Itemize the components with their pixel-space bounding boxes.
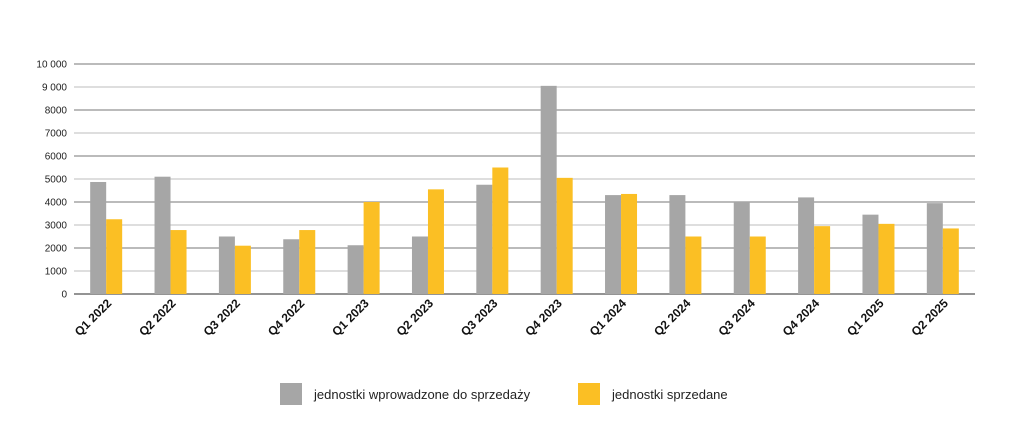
y-tick-label: 3000 bbox=[45, 221, 68, 232]
x-tick-label: Q1 2023 bbox=[329, 296, 372, 339]
y-tick-label: 10 000 bbox=[36, 60, 67, 71]
y-tick-label: 6000 bbox=[45, 152, 68, 163]
bar-sold bbox=[749, 236, 766, 294]
bar-sold bbox=[556, 177, 573, 294]
x-tick-label: Q4 2024 bbox=[780, 296, 823, 339]
bar-sold bbox=[492, 167, 509, 294]
bar-introduced bbox=[733, 202, 750, 294]
y-tick-label: 7000 bbox=[45, 129, 68, 140]
bar-sold bbox=[878, 223, 895, 294]
x-tick-label: Q3 2022 bbox=[201, 296, 244, 339]
bar-sold bbox=[942, 228, 959, 294]
bar-introduced bbox=[605, 195, 622, 294]
bar-sold bbox=[427, 189, 444, 294]
bar-sold bbox=[621, 193, 638, 294]
bar-introduced bbox=[347, 245, 364, 294]
legend-label-sold: jednostki sprzedane bbox=[612, 386, 728, 402]
legend-item-sold: jednostki sprzedane bbox=[578, 383, 728, 405]
bar-sold bbox=[814, 226, 831, 294]
bar-introduced bbox=[798, 197, 815, 294]
x-tick-label: Q1 2022 bbox=[72, 296, 115, 339]
x-tick-label: Q2 2024 bbox=[651, 296, 694, 339]
y-tick-label: 2000 bbox=[45, 244, 68, 255]
x-axis-ticks: Q1 2022 Q2 2022 Q3 2022 Q4 2022 Q1 2023 Q2 20… bbox=[72, 296, 951, 339]
bar-introduced bbox=[926, 203, 943, 294]
bar-introduced bbox=[669, 195, 686, 294]
x-tick-label: Q4 2022 bbox=[265, 296, 308, 339]
y-tick-label: 5000 bbox=[45, 175, 68, 186]
bar-introduced bbox=[90, 181, 107, 294]
bar-introduced bbox=[218, 236, 235, 294]
legend-swatch-gray bbox=[280, 383, 302, 405]
y-tick-label: 9 000 bbox=[42, 83, 67, 94]
bar-introduced bbox=[862, 214, 879, 294]
legend-swatch-yellow bbox=[578, 383, 600, 405]
bar-sold bbox=[299, 230, 316, 294]
bar-introduced bbox=[540, 85, 557, 294]
x-tick-label: Q1 2025 bbox=[844, 296, 887, 339]
y-tick-label: 4000 bbox=[45, 198, 68, 209]
x-tick-label: Q1 2024 bbox=[587, 296, 630, 339]
bar-chart: 0 1000 2000 3000 4000 5000 6000 7000 8000 9 000 10… bbox=[36, 60, 975, 339]
bar-introduced bbox=[476, 184, 493, 294]
grid-lines bbox=[74, 63, 975, 295]
legend-label-introduced: jednostki wprowadzone do sprzedaży bbox=[314, 386, 531, 402]
bar-sold bbox=[170, 230, 187, 294]
x-tick-label: Q4 2023 bbox=[522, 296, 565, 339]
legend-item-introduced: jednostki wprowadzone do sprzedaży bbox=[280, 383, 530, 405]
y-tick-label: 1000 bbox=[45, 267, 68, 278]
legend: jednostki wprowadzone do sprzedaży jedno… bbox=[0, 383, 1024, 409]
bar-introduced bbox=[154, 176, 171, 294]
y-tick-label: 0 bbox=[61, 290, 67, 301]
y-tick-label: 8000 bbox=[45, 106, 68, 117]
bar-introduced bbox=[411, 236, 428, 294]
x-tick-label: Q2 2022 bbox=[136, 296, 179, 339]
x-tick-label: Q2 2023 bbox=[394, 296, 437, 339]
bar-sold bbox=[234, 245, 251, 294]
x-tick-label: Q3 2024 bbox=[715, 296, 758, 339]
bar-sold bbox=[685, 236, 702, 294]
x-tick-label: Q3 2023 bbox=[458, 296, 501, 339]
bar-introduced bbox=[283, 239, 300, 294]
x-tick-label: Q2 2025 bbox=[908, 296, 951, 339]
y-axis-ticks: 0 1000 2000 3000 4000 5000 6000 7000 8000 9 000 10… bbox=[36, 60, 67, 301]
bar-sold bbox=[363, 202, 380, 294]
bar-sold bbox=[106, 219, 123, 294]
bars bbox=[90, 85, 959, 294]
